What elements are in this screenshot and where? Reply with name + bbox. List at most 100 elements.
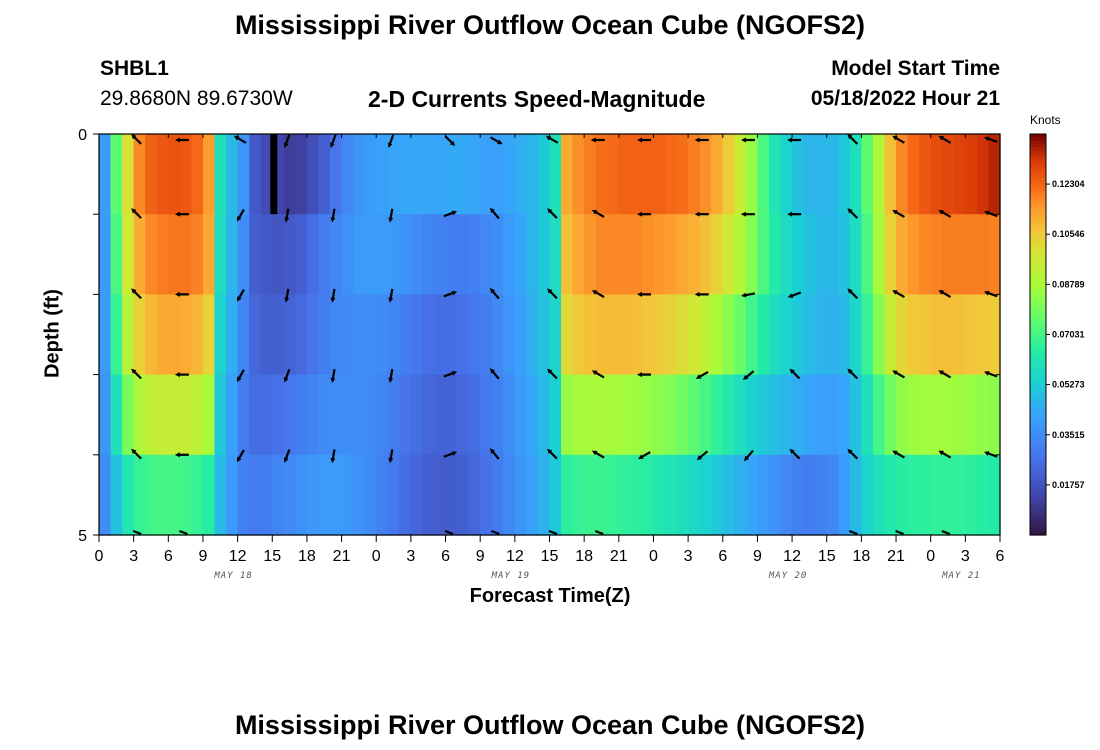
heatmap-cell (549, 454, 562, 536)
x-tick-label: 9 (199, 548, 208, 565)
current-arrow (283, 134, 291, 149)
heatmap-cell (110, 454, 123, 536)
current-arrow (330, 288, 336, 303)
current-arrow (388, 208, 394, 223)
colorbar-segment (1030, 220, 1046, 225)
heatmap-cell (745, 134, 759, 215)
colorbar-segment (1030, 528, 1046, 533)
heatmap-cell (688, 374, 701, 456)
heatmap-cell (549, 294, 562, 376)
heatmap-cell (734, 454, 747, 536)
heatmap-cell (688, 134, 701, 215)
current-arrow (892, 209, 905, 218)
current-arrow (283, 449, 291, 463)
colorbar-segment (1030, 304, 1046, 309)
heatmap-cell (260, 374, 273, 456)
colorbar-segment (1030, 167, 1046, 172)
heatmap-cell (468, 214, 481, 295)
heatmap-cell (792, 454, 805, 536)
heatmap-cell (168, 374, 181, 456)
current-arrow (983, 451, 998, 458)
heatmap-cell (884, 454, 897, 536)
heatmap-cell (988, 134, 1001, 215)
current-arrow (236, 369, 245, 383)
heatmap-cell (537, 294, 551, 376)
heatmap-cell (930, 214, 943, 295)
heatmap-cell (665, 214, 678, 295)
current-arrow (388, 449, 394, 464)
heatmap-cell (214, 374, 227, 456)
colorbar-segment (1030, 277, 1046, 282)
heatmap-cell (445, 214, 458, 295)
heatmap-cell (988, 374, 1001, 456)
heatmap-cell (145, 294, 158, 376)
heatmap-cell (595, 214, 608, 295)
colorbar-segment (1030, 311, 1046, 316)
heatmap-cell (722, 454, 735, 536)
colorbar-segment (1030, 448, 1046, 453)
heatmap-cell (838, 374, 851, 456)
heatmap-cell (792, 294, 805, 376)
heatmap-cell (376, 454, 389, 536)
heatmap-cell (757, 214, 770, 295)
heatmap-cell (849, 134, 862, 215)
heatmap-cell (514, 294, 527, 376)
heatmap-cell (549, 214, 562, 295)
colorbar-segment (1030, 240, 1046, 245)
heatmap-cell (630, 294, 643, 376)
chart-title: 2-D Currents Speed-Magnitude (368, 86, 706, 112)
colorbar-segment (1030, 307, 1046, 312)
heatmap-cell (249, 454, 262, 536)
colorbar-segment (1030, 237, 1046, 242)
heatmap-cell (803, 134, 816, 215)
colorbar-segment (1030, 371, 1046, 376)
heatmap-cell (699, 134, 712, 215)
heatmap-cell (815, 214, 828, 295)
colorbar-segment (1030, 531, 1046, 536)
heatmap-cell (145, 454, 158, 536)
heatmap-cell (653, 214, 666, 295)
heatmap-cell (872, 374, 886, 456)
colorbar-segment (1030, 214, 1046, 219)
colorbar-segment (1030, 294, 1046, 299)
current-arrow (983, 371, 998, 378)
heatmap-cell (468, 294, 481, 376)
heatmap-cell (792, 374, 805, 456)
heatmap-cell (237, 294, 250, 376)
heatmap-cell (584, 374, 597, 456)
heatmap-cell (699, 374, 712, 456)
heatmap-cell (295, 454, 308, 536)
heatmap-cell (653, 134, 666, 215)
heatmap-cell (514, 374, 527, 456)
heatmap-cell (306, 214, 320, 295)
heatmap-cell (514, 134, 527, 215)
heatmap-cell (133, 374, 146, 456)
current-arrow (695, 370, 709, 379)
colorbar-segment (1030, 314, 1046, 319)
model-start-value: 05/18/2022 Hour 21 (810, 87, 1000, 110)
heatmap-cell (653, 454, 666, 536)
current-arrow (591, 370, 605, 379)
colorbar-segment (1030, 444, 1046, 449)
heatmap-cell (526, 134, 539, 215)
colorbar-segment (1030, 194, 1046, 199)
colorbar-segment (1030, 511, 1046, 516)
heatmap-cell (318, 294, 331, 376)
colorbar-segment (1030, 274, 1046, 279)
x-tick-label: 12 (229, 548, 247, 565)
heatmap-cell (214, 214, 227, 295)
heatmap-cell (965, 454, 978, 536)
heatmap-cell (491, 454, 504, 536)
heatmap-cell (930, 374, 943, 456)
colorbar-segment (1030, 154, 1046, 158)
heatmap-cell (353, 134, 366, 215)
heatmap-cell (896, 454, 909, 536)
heatmap-cell (826, 454, 839, 536)
heatmap-cell (561, 214, 574, 295)
heatmap-cell (376, 374, 389, 456)
heatmap-cell (145, 214, 158, 295)
colorbar-segment (1030, 347, 1046, 352)
heatmap-cell (768, 294, 782, 376)
current-arrow (847, 368, 859, 380)
heatmap-cell (815, 294, 828, 376)
